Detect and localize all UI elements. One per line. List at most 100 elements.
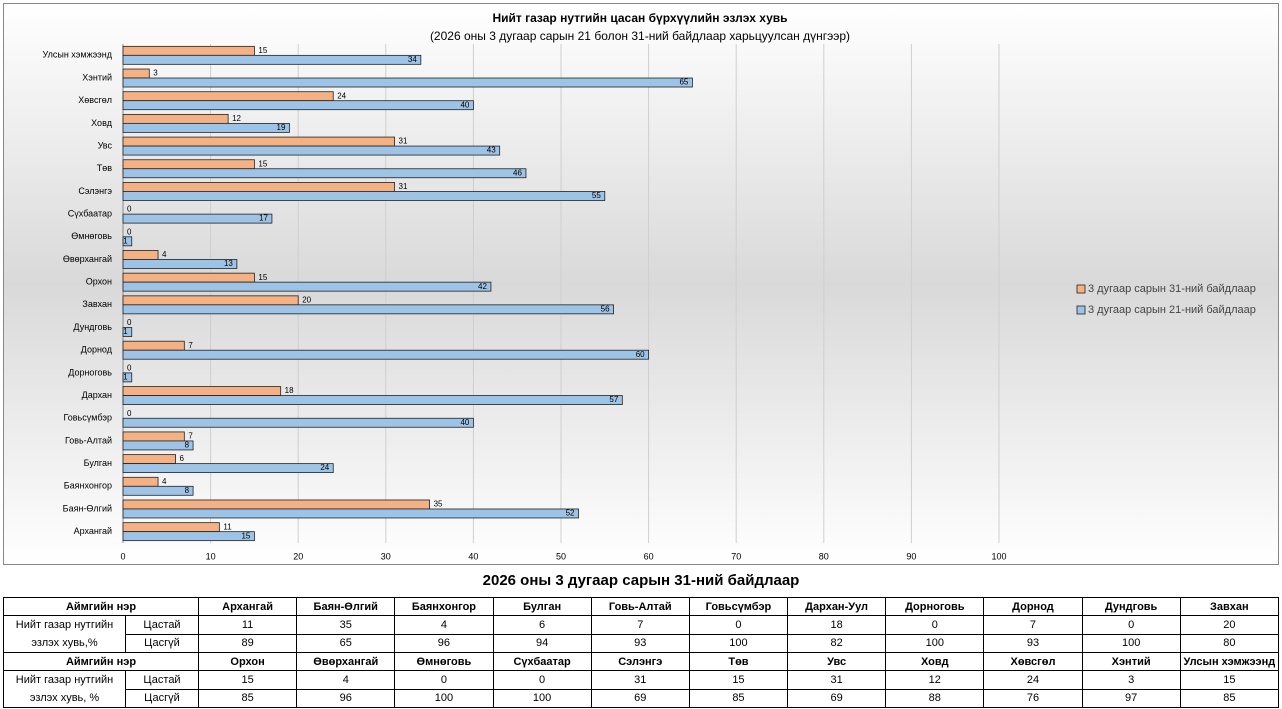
table-row: Аймгийн нэр Орхон Өвөрхангай Өмнөговь Сүхбаа… — [3, 652, 1280, 671]
x-tick-label: 80 — [819, 551, 829, 561]
table-row: Нийт газар нутгийн эзлэх хувь,% Цастай 11 3… — [3, 615, 1280, 653]
y-tick-label: Хөвсгөл — [78, 95, 112, 105]
table-cell: Өвөрхангай — [296, 652, 396, 671]
table-cell: Дорнод — [983, 597, 1083, 616]
x-tick-label: 10 — [206, 551, 216, 561]
y-tick-label: Ховд — [91, 118, 113, 128]
table-cell: Нийт газар нутгийн эзлэх хувь, % — [3, 670, 126, 708]
table-cell: Өмнөговь — [394, 652, 494, 671]
table-cell: Сүхбаатар — [492, 652, 592, 671]
table-cell: 0 — [688, 615, 789, 635]
bar — [122, 77, 693, 88]
table-row: Аймгийн нэр Архангай Баян-Өлгий Баянхонгор Б… — [3, 597, 1280, 616]
value-label: 6 — [180, 454, 185, 463]
table-cell: Аймгийн нэр — [3, 652, 199, 671]
x-tick-label: 50 — [556, 551, 566, 561]
table-row: Цасгүй 89 65 96 94 93 100 82 100 93 100 80 — [4, 633, 1280, 653]
x-tick-label: 0 — [120, 551, 125, 561]
bar — [122, 136, 395, 147]
table-cell: Баянхонгор — [394, 597, 494, 616]
value-label: 1 — [123, 327, 128, 336]
table-cell: Улсын хэмжээнд — [1179, 652, 1280, 671]
table-cell: 15 — [1179, 670, 1280, 690]
chart: Нийт газар нутгийн цасан бүрхүүлийн эзлэ… — [3, 3, 1279, 565]
legend-swatch — [1076, 284, 1086, 294]
bar — [122, 45, 255, 56]
value-label: 4 — [162, 250, 167, 259]
value-label: 17 — [259, 214, 268, 223]
table-cell: Дархан-Уул — [787, 597, 887, 616]
bar — [122, 417, 474, 428]
table-cell: 85 — [688, 688, 789, 708]
value-label: 18 — [285, 386, 294, 395]
bar — [122, 68, 150, 79]
bar — [122, 340, 185, 351]
bar — [122, 454, 176, 465]
table-cell: 6 — [492, 615, 592, 635]
table-cell: Аймгийн нэр — [3, 597, 199, 616]
value-label: 0 — [127, 409, 132, 418]
y-tick-label: Говьсүмбэр — [64, 413, 113, 423]
table-cell: Нийт газар нутгийн эзлэх хувь,% — [3, 615, 126, 653]
table-cell: 80 — [1179, 633, 1280, 653]
value-label: 8 — [185, 441, 190, 450]
table-cell: Хэнтий — [1081, 652, 1181, 671]
bar — [122, 531, 255, 542]
bar — [122, 476, 159, 487]
table-cell: Увс — [787, 652, 887, 671]
table-cell: 3 — [1081, 670, 1181, 690]
table-cell: Баян-Өлгий — [296, 597, 396, 616]
value-label: 15 — [258, 159, 267, 168]
value-label: 8 — [185, 486, 190, 495]
bar — [122, 304, 614, 315]
bar — [122, 100, 474, 111]
y-tick-label: Орхон — [86, 277, 112, 287]
table-cell: 100 — [394, 688, 494, 708]
table-cell: 100 — [492, 688, 592, 708]
bar — [122, 372, 133, 383]
y-tick-label: Сэлэнгэ — [78, 186, 112, 196]
y-tick-label: Хэнтий — [82, 72, 112, 82]
table-cell: Цасгүй — [125, 688, 199, 708]
y-tick-label: Улсын хэмжээнд — [42, 50, 112, 60]
table-cell: 7 — [590, 615, 690, 635]
table-cell: Хөвсгөл — [983, 652, 1083, 671]
table-cell: 0 — [885, 615, 985, 635]
value-label: 31 — [399, 137, 408, 146]
y-tick-label: Булган — [84, 458, 112, 468]
x-tick-label: 70 — [731, 551, 741, 561]
bar — [122, 349, 649, 360]
table-cell: Дундговь — [1081, 597, 1181, 616]
x-tick-label: 30 — [381, 551, 391, 561]
value-label: 1 — [123, 236, 128, 245]
x-tick-label: 60 — [644, 551, 654, 561]
table-cell: Завхан — [1179, 597, 1280, 616]
table-cell: Говь-Алтай — [590, 597, 690, 616]
table-cell: 82 — [787, 633, 887, 653]
bar — [122, 431, 185, 442]
y-tick-label: Баян-Өлгий — [63, 503, 112, 513]
value-label: 15 — [258, 273, 267, 282]
table-cell: 4 — [296, 670, 396, 690]
bar — [122, 54, 422, 65]
table-cell: Цастай — [125, 615, 199, 635]
value-label: 13 — [224, 259, 233, 268]
chart-subtitle: (2026 оны 3 дугаар сарын 21 болон 31-ний… — [430, 29, 850, 43]
table-cell: Орхон — [197, 652, 298, 671]
table-cell: 89 — [197, 633, 298, 653]
y-tick-label: Баянхонгор — [64, 481, 112, 491]
y-tick-label: Дархан — [82, 390, 112, 400]
value-label: 40 — [460, 418, 469, 427]
value-label: 43 — [487, 146, 496, 155]
table-cell: 65 — [296, 633, 396, 653]
table-cell: 0 — [492, 670, 592, 690]
bar — [122, 508, 579, 519]
bar — [122, 485, 194, 496]
value-label: 34 — [408, 55, 417, 64]
value-label: 4 — [162, 477, 167, 486]
table-cell: 88 — [885, 688, 985, 708]
bar — [122, 281, 492, 292]
table-cell: 100 — [688, 633, 789, 653]
value-label: 52 — [566, 509, 575, 518]
bar — [122, 272, 255, 283]
